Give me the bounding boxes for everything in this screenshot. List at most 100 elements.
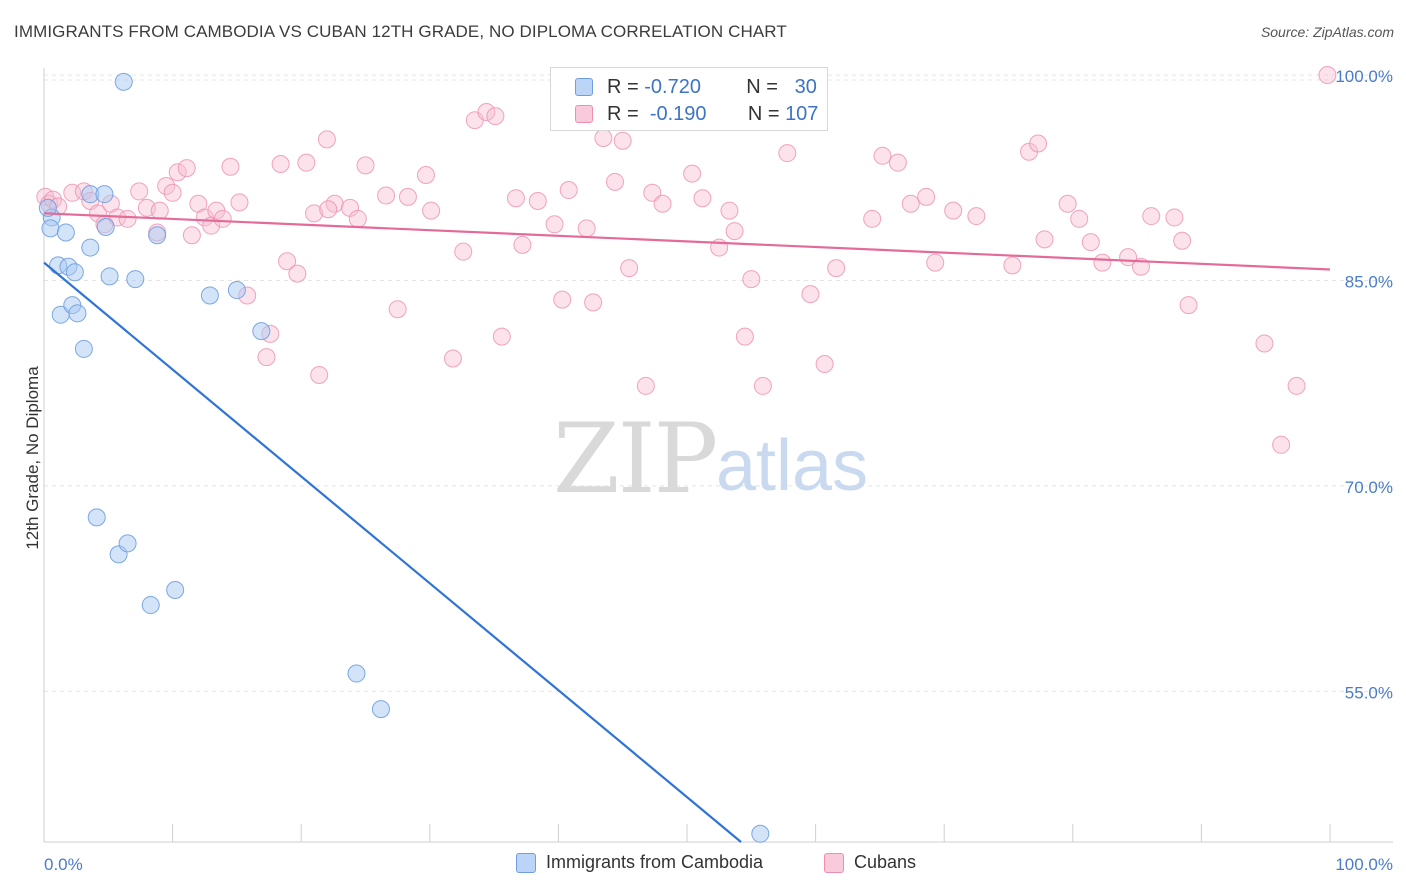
point-cubans bbox=[967, 207, 986, 226]
point-cubans bbox=[901, 194, 920, 213]
point-cubans bbox=[693, 189, 712, 208]
point-cambodia bbox=[95, 185, 114, 204]
point-cubans bbox=[422, 201, 441, 220]
watermark-zip: ZIP bbox=[553, 403, 716, 515]
point-cubans bbox=[443, 349, 462, 368]
point-cubans bbox=[89, 204, 108, 223]
point-cambodia bbox=[96, 218, 115, 237]
point-cubans bbox=[683, 164, 702, 183]
point-cubans bbox=[157, 176, 176, 195]
point-cubans bbox=[594, 129, 613, 148]
point-cambodia bbox=[65, 263, 84, 282]
point-cambodia bbox=[126, 270, 145, 289]
point-cubans bbox=[636, 376, 655, 395]
y-tick-label: 55.0% bbox=[1345, 683, 1393, 702]
point-cubans bbox=[271, 155, 290, 174]
point-cubans bbox=[506, 189, 525, 208]
point-cambodia bbox=[87, 508, 106, 527]
bottom-legend-label-cambodia: Immigrants from Cambodia bbox=[546, 852, 764, 872]
point-cubans bbox=[827, 259, 846, 278]
point-cambodia bbox=[166, 580, 185, 599]
point-cubans bbox=[1093, 253, 1112, 272]
point-cubans bbox=[584, 293, 603, 312]
point-cubans bbox=[130, 182, 149, 201]
bottom-legend-cubans: Cubans bbox=[824, 852, 916, 873]
watermark: ZIP atlas bbox=[553, 403, 868, 515]
y-tick-label: 100.0% bbox=[1335, 67, 1393, 86]
point-cubans bbox=[620, 259, 639, 278]
point-cubans bbox=[416, 165, 435, 184]
legend-row-cambodia: R = -0.720 N = 30 bbox=[575, 74, 817, 100]
point-cubans bbox=[118, 209, 137, 228]
series-cambodia bbox=[38, 72, 770, 843]
legend-r-value-cubans: -0.190 bbox=[649, 102, 707, 125]
point-cubans bbox=[319, 200, 338, 219]
point-cubans bbox=[926, 253, 945, 272]
point-cubans bbox=[888, 153, 907, 172]
legend-n-value-cambodia: 30 bbox=[794, 75, 817, 98]
point-cambodia bbox=[141, 596, 160, 615]
point-cubans bbox=[1179, 296, 1198, 315]
point-cubans bbox=[1142, 207, 1161, 226]
point-cubans bbox=[1070, 209, 1089, 228]
point-cambodia bbox=[56, 223, 75, 242]
point-cubans bbox=[168, 163, 187, 182]
point-cubans bbox=[305, 204, 324, 223]
point-cubans bbox=[753, 376, 772, 395]
watermark-atlas: atlas bbox=[716, 426, 868, 506]
point-cambodia bbox=[227, 281, 246, 300]
point-cubans bbox=[230, 193, 249, 212]
point-cubans bbox=[613, 131, 632, 150]
point-cubans bbox=[815, 354, 834, 373]
point-cubans bbox=[388, 300, 407, 319]
point-cubans bbox=[528, 192, 547, 211]
point-cubans bbox=[917, 187, 936, 206]
legend-r-label: R = bbox=[607, 75, 639, 98]
point-cubans bbox=[1003, 256, 1022, 275]
x-tick-label-min: 0.0% bbox=[44, 855, 83, 874]
point-cubans bbox=[778, 144, 797, 163]
point-cubans bbox=[944, 201, 963, 220]
point-cubans bbox=[559, 181, 578, 200]
chart-title: IMMIGRANTS FROM CAMBODIA VS CUBAN 12TH G… bbox=[14, 22, 787, 41]
point-cambodia bbox=[371, 700, 390, 719]
legend-r-value-cambodia: -0.720 bbox=[644, 75, 701, 98]
point-cubans bbox=[725, 222, 744, 241]
point-cubans bbox=[398, 187, 417, 206]
y-tick-label: 85.0% bbox=[1345, 272, 1393, 291]
point-cubans bbox=[1255, 334, 1274, 353]
bottom-legend-swatch-cubans bbox=[824, 852, 844, 873]
point-cubans bbox=[221, 157, 240, 176]
point-cubans bbox=[278, 252, 297, 271]
point-cubans bbox=[1165, 208, 1184, 227]
point-cubans bbox=[213, 209, 232, 228]
point-cambodia bbox=[148, 226, 167, 245]
point-cubans bbox=[317, 130, 336, 149]
y-tick-label: 70.0% bbox=[1345, 478, 1393, 497]
point-cambodia bbox=[81, 238, 100, 257]
point-cubans bbox=[182, 226, 201, 245]
point-cubans bbox=[477, 102, 496, 121]
point-cubans bbox=[177, 159, 196, 178]
point-cubans bbox=[1029, 134, 1048, 153]
point-cambodia bbox=[100, 267, 119, 286]
point-cubans bbox=[742, 270, 761, 289]
point-cubans bbox=[577, 219, 596, 238]
gridlines bbox=[44, 74, 1393, 692]
point-cubans bbox=[545, 215, 564, 234]
point-cubans bbox=[377, 186, 396, 205]
point-cubans bbox=[454, 242, 473, 261]
point-cubans bbox=[735, 327, 754, 346]
point-cubans bbox=[1287, 376, 1306, 395]
legend-swatch-cambodia bbox=[575, 78, 593, 96]
point-cubans bbox=[653, 194, 672, 213]
point-cambodia bbox=[74, 339, 93, 358]
point-cubans bbox=[63, 183, 82, 202]
point-cubans bbox=[720, 201, 739, 220]
trend-line-cubans bbox=[43, 212, 1331, 271]
point-cambodia bbox=[114, 72, 133, 91]
point-cubans bbox=[643, 183, 662, 202]
point-cubans bbox=[257, 348, 276, 367]
x-tick-label-max: 100.0% bbox=[1335, 855, 1393, 874]
